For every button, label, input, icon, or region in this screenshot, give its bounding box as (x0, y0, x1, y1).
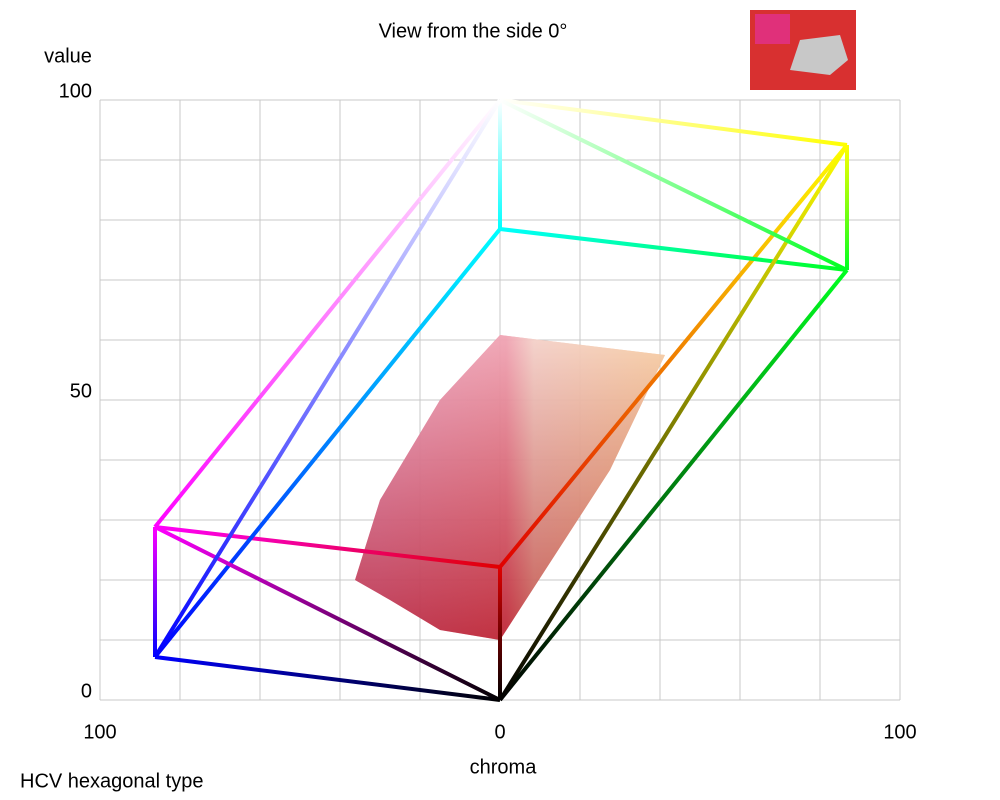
wireframe-edge (154, 525, 501, 569)
x-tick-label: 100 (83, 721, 116, 743)
color-solid-wireframe (153, 98, 849, 702)
wireframe-edge (499, 98, 848, 147)
thumbnail-detail (790, 35, 848, 75)
caption: HCV hexagonal type (20, 770, 203, 792)
wireframe-edge (153, 98, 502, 529)
wireframe-edge (154, 525, 501, 702)
y-tick-label: 100 (59, 80, 92, 102)
wireframe-edge (153, 227, 502, 659)
wireframe-edge (499, 227, 848, 272)
data-cloud (355, 335, 665, 640)
wireframe-edge (498, 268, 849, 702)
wireframe-edge (499, 98, 848, 272)
thumbnail-detail (755, 14, 790, 44)
y-tick-label: 0 (81, 680, 92, 702)
x-tick-label: 0 (494, 721, 505, 743)
wireframe-edge (153, 98, 502, 659)
y-axis-label: value (44, 45, 92, 67)
chart-title: View from the side 0° (379, 20, 568, 42)
wireframe-edge (498, 143, 849, 702)
y-tick-label: 50 (70, 380, 92, 402)
x-axis-label: chroma (470, 756, 538, 778)
wireframe-edge (498, 143, 849, 569)
wireframe-edge (154, 655, 501, 702)
x-tick-label: 100 (883, 721, 916, 743)
